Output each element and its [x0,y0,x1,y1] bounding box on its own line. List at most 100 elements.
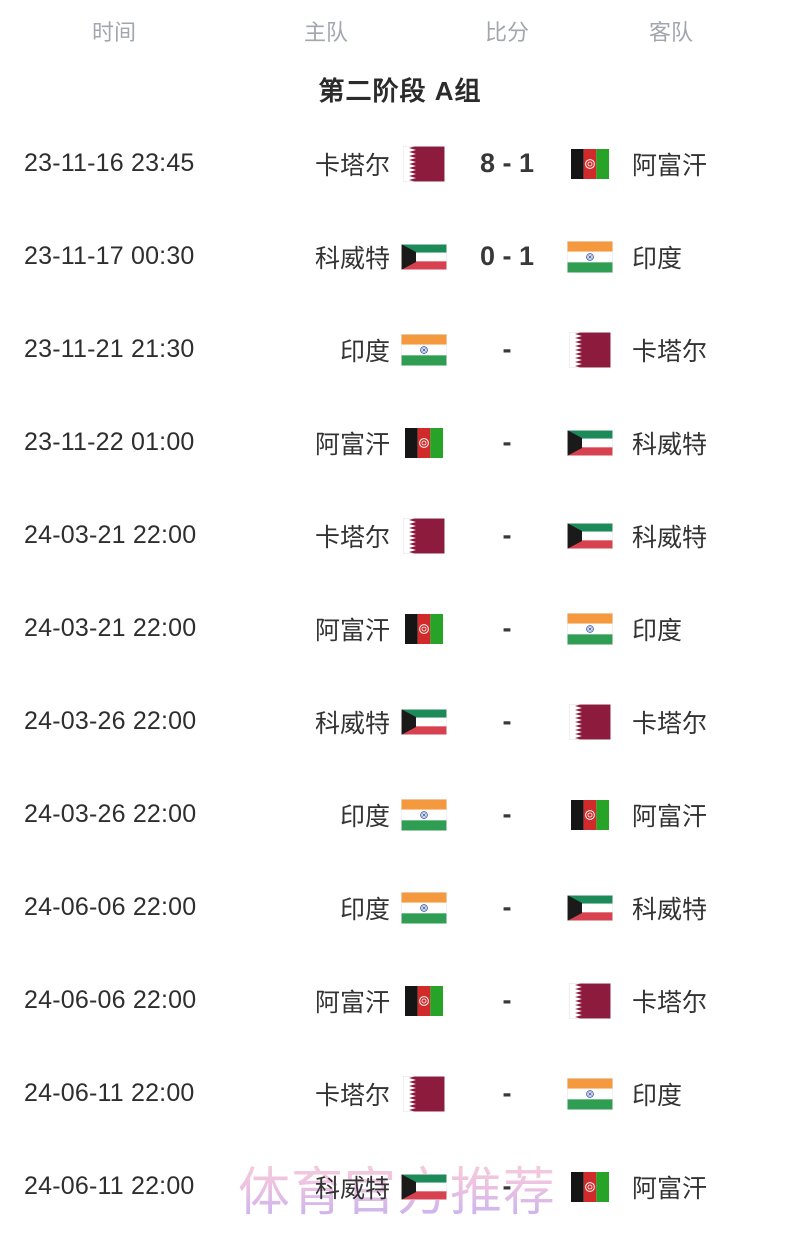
away-team-cell: 科威特 [566,425,776,461]
away-team-cell: 卡塔尔 [566,331,776,368]
away-team-cell: 阿富汗 [566,1169,776,1205]
afghanistan-flag-icon [400,985,448,1016]
column-header-time: 时间 [91,20,136,45]
home-team-cell: 科威特 [204,239,448,275]
india-flag-icon [400,798,448,831]
match-time: 24-06-11 22:00 [24,1079,195,1107]
away-team-name: 印度 [632,244,683,273]
away-team-name: 印度 [632,1081,683,1110]
home-team-name: 印度 [339,337,390,366]
home-team-name: 科威特 [314,1174,390,1203]
away-team-name: 阿富汗 [632,802,708,831]
kuwait-flag-icon [566,894,614,921]
home-team-name: 科威特 [314,244,390,273]
away-team-cell: 印度 [566,239,776,275]
away-team-name: 印度 [632,616,683,645]
home-team-cell: 卡塔尔 [204,517,448,554]
match-time: 23-11-16 23:45 [24,149,195,177]
table-header-row: 时间 主队 比分 客队 [0,0,800,62]
kuwait-flag-icon [566,522,614,549]
away-team-name: 卡塔尔 [632,988,708,1017]
away-team-cell: 阿富汗 [566,797,776,833]
match-row[interactable]: 24-06-06 22:00 阿富汗 - 卡塔尔 [0,954,800,1047]
column-header-away: 客队 [648,20,693,45]
match-row[interactable]: 23-11-16 23:45 卡塔尔 8 - 1 阿富汗 [0,117,800,210]
away-team-name: 科威特 [632,523,708,552]
home-team-cell: 阿富汗 [204,983,448,1019]
home-team-cell: 印度 [204,332,448,368]
qatar-flag-icon [400,517,448,554]
home-team-cell: 科威特 [204,704,448,740]
home-team-name: 印度 [339,895,390,924]
match-score: - [502,334,512,364]
match-time: 24-03-21 22:00 [24,521,197,549]
away-team-cell: 卡塔尔 [566,703,776,740]
home-team-name: 卡塔尔 [314,151,390,180]
kuwait-flag-icon [400,243,448,270]
match-time: 23-11-22 01:00 [24,428,195,456]
match-row[interactable]: 23-11-21 21:30 印度 - 卡塔尔 [0,303,800,396]
match-row[interactable]: 24-03-21 22:00 阿富汗 - 印度 [0,582,800,675]
match-row[interactable]: 23-11-22 01:00 阿富汗 - 科威特 [0,396,800,489]
home-team-name: 科威特 [314,709,390,738]
home-team-name: 卡塔尔 [314,1081,390,1110]
match-score: 8 - 1 [479,148,535,178]
match-score: - [502,799,512,829]
india-flag-icon [400,333,448,366]
column-header-score: 比分 [484,20,529,45]
match-time: 24-03-26 22:00 [24,800,197,828]
match-time: 23-11-21 21:30 [24,335,195,363]
kuwait-flag-icon [566,429,614,456]
match-time: 24-03-21 22:00 [24,614,197,642]
away-team-name: 卡塔尔 [632,337,708,366]
afghanistan-flag-icon [566,148,614,179]
match-score: - [502,613,512,643]
match-row[interactable]: 24-06-11 22:00 卡塔尔 - 印度 [0,1047,800,1140]
match-row[interactable]: 24-03-26 22:00 科威特 - 卡塔尔 [0,675,800,768]
match-row[interactable]: 23-11-17 00:30 科威特 0 - 1 印度 [0,210,800,303]
match-time: 24-06-06 22:00 [24,986,197,1014]
home-team-name: 卡塔尔 [314,523,390,552]
away-team-name: 科威特 [632,895,708,924]
afghanistan-flag-icon [400,427,448,458]
match-time: 24-06-06 22:00 [24,893,197,921]
away-team-cell: 科威特 [566,518,776,554]
away-team-name: 阿富汗 [632,1174,708,1203]
away-team-name: 阿富汗 [632,151,708,180]
match-score: - [502,1078,512,1108]
match-row[interactable]: 24-06-11 22:00 科威特 - 阿富汗 [0,1140,800,1233]
india-flag-icon [566,1077,614,1110]
match-time: 23-11-17 00:30 [24,242,195,270]
india-flag-icon [400,891,448,924]
match-row[interactable]: 24-06-06 22:00 印度 - 科威特 [0,861,800,954]
qatar-flag-icon [400,1075,448,1112]
india-flag-icon [566,240,614,273]
home-team-cell: 印度 [204,797,448,833]
match-time: 24-06-11 22:00 [24,1172,195,1200]
away-team-cell: 印度 [566,1076,776,1112]
away-team-cell: 卡塔尔 [566,982,776,1019]
match-score: 0 - 1 [479,241,535,271]
afghanistan-flag-icon [566,1171,614,1202]
away-team-name: 科威特 [632,430,708,459]
match-row[interactable]: 24-03-21 22:00 卡塔尔 - 科威特 [0,489,800,582]
away-team-name: 卡塔尔 [632,709,708,738]
match-score: - [502,892,512,922]
match-score: - [502,985,512,1015]
qatar-flag-icon [566,982,614,1019]
home-team-name: 印度 [339,802,390,831]
home-team-cell: 科威特 [204,1169,448,1205]
group-stage-title: 第二阶段 A组 [318,76,482,106]
india-flag-icon [566,612,614,645]
away-team-cell: 科威特 [566,890,776,926]
match-score: - [502,1171,512,1201]
home-team-name: 阿富汗 [314,430,390,459]
qatar-flag-icon [400,145,448,182]
home-team-name: 阿富汗 [314,988,390,1017]
match-row[interactable]: 24-03-26 22:00 印度 - 阿富汗 [0,768,800,861]
match-score: - [502,427,512,457]
home-team-cell: 印度 [204,890,448,926]
kuwait-flag-icon [400,708,448,735]
